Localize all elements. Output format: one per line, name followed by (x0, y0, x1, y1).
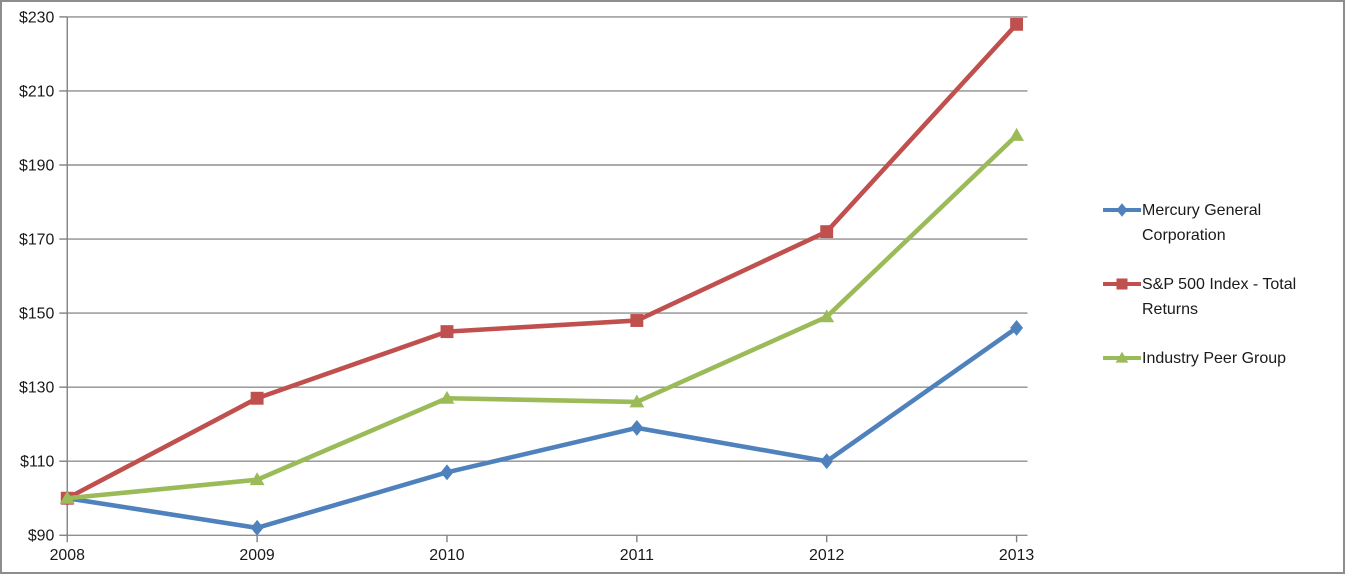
triangle-marker-icon (249, 472, 265, 486)
diamond-marker-icon (820, 453, 834, 470)
triangle-marker-icon (59, 490, 75, 504)
diamond-marker-icon (1010, 319, 1024, 336)
y-tick-label: $90 (28, 528, 55, 545)
legend-item-s-p-500-index-total-returns: S&P 500 Index - Total Returns (1103, 272, 1341, 322)
series-line-industry-peer-group (64, 133, 1019, 501)
legend-item-label: S&P 500 Index - Total Returns (1142, 276, 1297, 318)
series-industry-peer-group (59, 127, 1025, 504)
x-tick-label: 2013 (999, 547, 1034, 564)
y-tick-label: $230 (19, 9, 54, 26)
y-axis-labels: $90 $110 $130 $150 $170 $190 $210 $230 (19, 9, 54, 544)
y-tick-label: $150 (19, 306, 54, 323)
series-s-p-500-index-total-returns (60, 17, 1024, 505)
square-marker-icon (630, 314, 644, 327)
legend-triangle-marker-icon (1103, 351, 1141, 363)
diamond-marker-icon (440, 464, 454, 481)
square-icon (1116, 278, 1128, 290)
legend: Mercury General Corporation S&P 500 Index… (1103, 198, 1341, 371)
triangle-icon (1115, 351, 1129, 363)
x-tick-label: 2012 (809, 547, 844, 564)
triangle-marker-icon (1009, 127, 1025, 141)
x-tick-label: 2009 (239, 547, 274, 564)
square-marker-icon (250, 391, 264, 405)
axes (59, 16, 1018, 543)
triangle-marker-icon (439, 390, 455, 404)
y-tick-label: $170 (19, 232, 54, 249)
square-marker-icon (1010, 17, 1024, 31)
gridlines (67, 16, 1028, 536)
legend-item-mercury-general-corporation: Mercury General Corporation (1103, 198, 1341, 248)
diamond-marker-icon (250, 519, 264, 536)
legend-item-label: Industry Peer Group (1142, 350, 1287, 367)
y-tick-label: $130 (19, 380, 54, 397)
triangle-marker-icon (819, 309, 835, 323)
triangle-marker-icon (629, 394, 645, 408)
y-tick-label: $190 (19, 157, 54, 174)
series-line-s-p-500-index-total-returns (64, 22, 1019, 501)
diamond-marker-icon (630, 419, 644, 436)
legend-square-marker-icon (1103, 278, 1141, 290)
x-tick-label: 2008 (50, 547, 85, 564)
diamond-icon (1116, 203, 1128, 217)
square-marker-icon (820, 225, 834, 239)
series-line-mercury-general-corporation (64, 325, 1019, 531)
legend-item-label: Mercury General Corporation (1142, 202, 1262, 244)
x-tick-label: 2010 (429, 547, 464, 564)
legend-item-industry-peer-group: Industry Peer Group (1103, 346, 1341, 371)
x-tick-label: 2011 (620, 547, 654, 564)
y-tick-label: $110 (20, 454, 54, 471)
square-marker-icon (440, 325, 454, 339)
legend-diamond-marker-icon (1103, 203, 1141, 217)
x-axis-labels: 2008 2009 2010 2011 2012 2013 (50, 547, 1035, 564)
y-tick-label: $210 (19, 83, 54, 100)
